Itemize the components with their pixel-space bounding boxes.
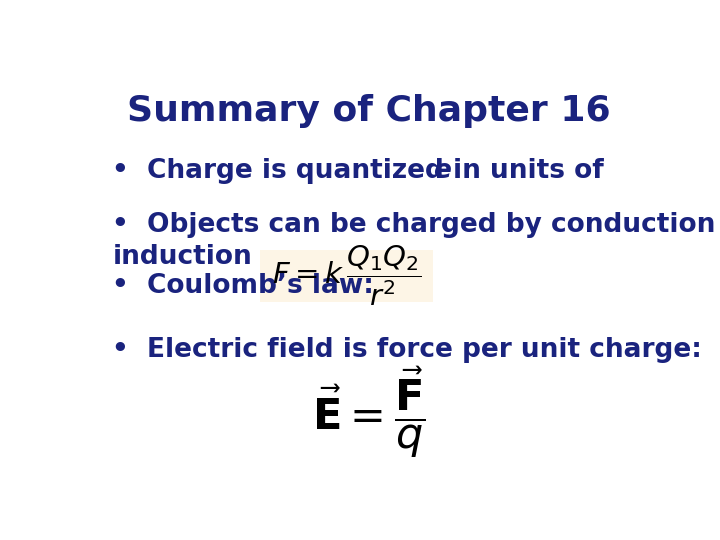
Text: $\vec{\mathbf{E}} = \dfrac{\vec{\mathbf{F}}}{q}$: $\vec{\mathbf{E}} = \dfrac{\vec{\mathbf{…: [312, 364, 426, 460]
Text: •  Coulomb’s law:: • Coulomb’s law:: [112, 273, 374, 299]
Text: •  Electric field is force per unit charge:: • Electric field is force per unit charg…: [112, 337, 702, 363]
Text: Summary of Chapter 16: Summary of Chapter 16: [127, 94, 611, 128]
Text: •  Charge is quantized in units of: • Charge is quantized in units of: [112, 158, 613, 184]
Text: e: e: [433, 158, 451, 184]
Text: •  Objects can be charged by conduction or
induction: • Objects can be charged by conduction o…: [112, 212, 720, 271]
FancyBboxPatch shape: [260, 250, 433, 302]
Text: $F = k\,\dfrac{Q_1 Q_2}{r^2}$: $F = k\,\dfrac{Q_1 Q_2}{r^2}$: [272, 244, 421, 308]
